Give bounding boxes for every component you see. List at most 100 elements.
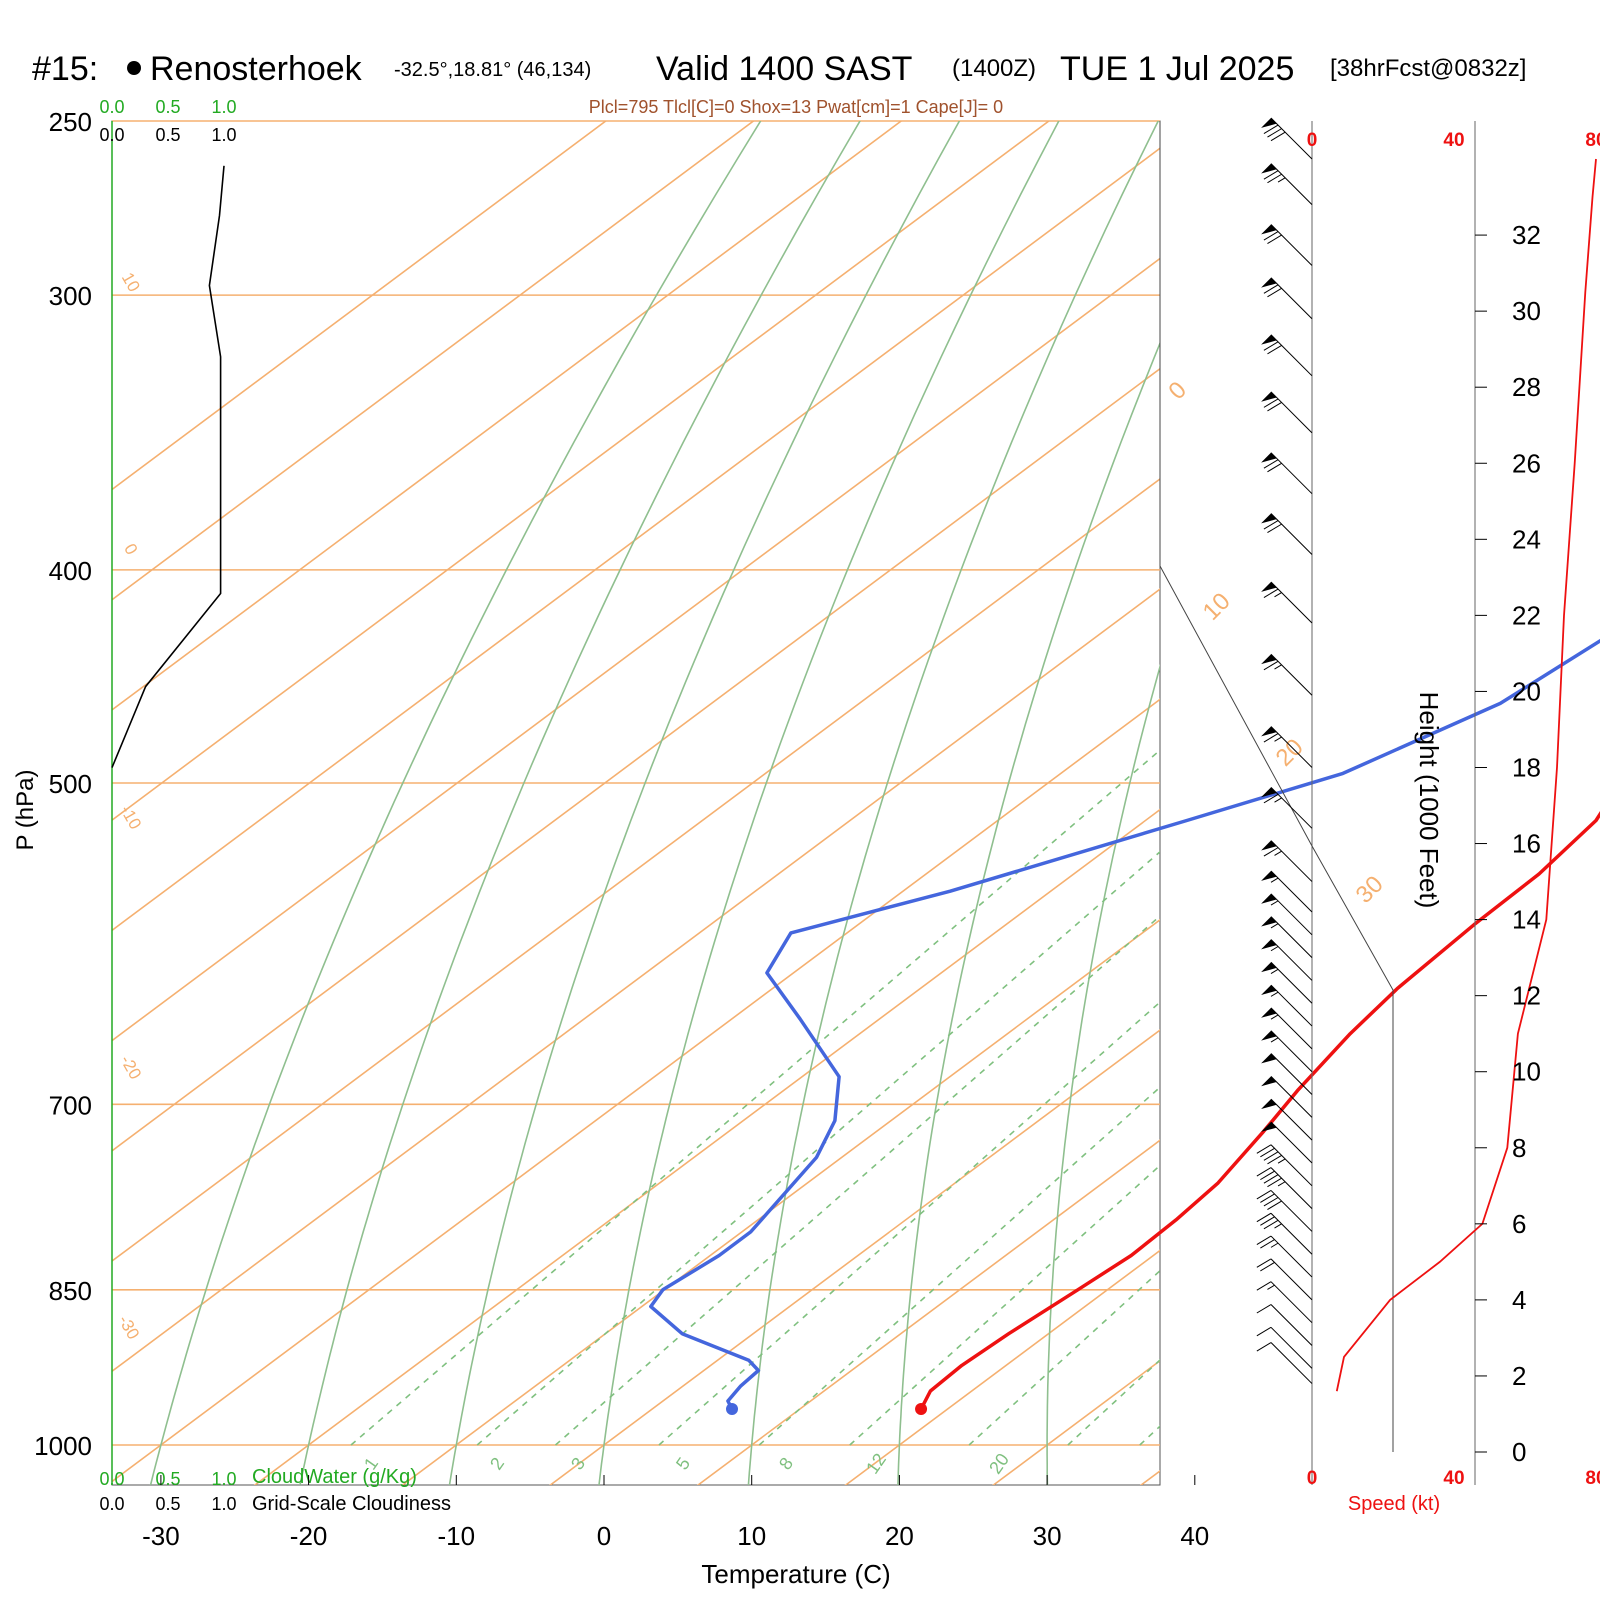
barb-staff [1270, 581, 1313, 624]
barb-half [1270, 991, 1279, 997]
wind-speed-series [1335, 158, 1597, 1392]
barb-half [1274, 797, 1282, 803]
barb-staff [1270, 1144, 1313, 1187]
barb-full [1267, 523, 1282, 534]
x-tick-label: 0 [597, 1521, 611, 1551]
isotherm-label: 20 [1271, 734, 1309, 772]
cloudwater-top-tick-0: 0.0 [99, 97, 124, 117]
wind-barb [1261, 1098, 1313, 1141]
barb-full [1256, 1281, 1272, 1291]
barb-half [1270, 1014, 1279, 1020]
barb-flag [1261, 452, 1277, 463]
pressure-tick-label: 1000 [34, 1431, 92, 1461]
barb-staff [1270, 1235, 1313, 1278]
barb-full [1263, 124, 1279, 135]
wind-barb [1261, 513, 1313, 555]
isotherm-label: -30 [114, 1312, 143, 1343]
barb-staff [1270, 870, 1313, 913]
isotherm-labels: 10 0 -10 -20 -30 0 10 20 30 [114, 269, 1388, 1342]
y-axis-label: P (hPa) [12, 770, 39, 851]
speed-tick-label-bottom: 40 [1443, 1468, 1464, 1489]
wind-barb [1256, 1342, 1313, 1384]
barb-staff [1270, 1007, 1313, 1050]
height-tick-label: 20 [1512, 676, 1541, 706]
barb-half [1270, 946, 1279, 952]
x-tick-label: -20 [290, 1521, 328, 1551]
wind-barb [1261, 1075, 1313, 1118]
isotherm-line [112, 698, 1160, 1483]
dry-adiabat-line [747, 121, 1160, 1485]
barb-full [1267, 462, 1282, 473]
cloudwater-top-tick-1: 0.5 [155, 97, 180, 117]
barb-flag [1261, 581, 1277, 592]
barb-full [1256, 1212, 1272, 1223]
speed-line [1335, 158, 1597, 1392]
height-tick-label: 12 [1512, 981, 1541, 1011]
height-tick-label: 4 [1512, 1285, 1526, 1315]
barb-half [1277, 177, 1286, 183]
wind-barb [1256, 1167, 1313, 1209]
barb-full [1263, 793, 1279, 804]
barb-staff [1270, 163, 1313, 206]
height-tick-label: 26 [1512, 448, 1541, 478]
mixing-ratio-line [1221, 570, 1600, 1445]
barb-full [1267, 173, 1282, 184]
barb-staff [1270, 1121, 1313, 1164]
mixing-ratio-label: 2 [486, 1454, 508, 1474]
barb-staff [1270, 1258, 1313, 1301]
mixing-ratio-line [554, 914, 1160, 1446]
barb-half [1267, 1284, 1275, 1290]
barb-flag [1261, 893, 1277, 904]
wind-barb [1256, 1212, 1313, 1255]
temperature-series [915, 810, 1600, 1415]
sounding-indices: Plcl=795 Tlcl[C]=0 Shox=13 Pwat[cm]=1 Ca… [589, 97, 1003, 117]
dry-adiabat-line [448, 121, 961, 1485]
barb-staff [1270, 277, 1313, 320]
barb-flag [1261, 1076, 1277, 1087]
height-tick-label: 32 [1512, 220, 1541, 250]
isotherm-line [112, 121, 608, 491]
barb-staff [1270, 916, 1313, 958]
barb-full [1263, 1174, 1279, 1184]
wind-barb [1261, 581, 1313, 624]
barb-full [1263, 170, 1279, 180]
barb-half [1277, 1158, 1286, 1164]
isotherm-label: -20 [116, 1052, 145, 1083]
mixing-ratio-labels: 1 2 3 5 8 12 20 [360, 1450, 1013, 1478]
barb-flag [1261, 985, 1277, 995]
barb-full [1263, 1219, 1279, 1230]
wind-barb [1261, 452, 1313, 495]
barb-flag [1261, 1099, 1277, 1110]
barb-full [1260, 1193, 1275, 1203]
barb-full [1256, 1167, 1272, 1177]
barb-full [1270, 131, 1286, 142]
mixing-ratio-line [476, 850, 1160, 1446]
height-tick-label: 0 [1512, 1437, 1526, 1467]
wind-barb [1261, 961, 1313, 1004]
dewpoint-series [649, 638, 1600, 1415]
barb-full [1263, 398, 1279, 408]
barb-full [1263, 459, 1279, 469]
height-tick-label: 6 [1512, 1209, 1526, 1239]
barb-flag [1261, 391, 1277, 402]
wind-barb [1261, 117, 1313, 160]
cloudiness-top-tick-1: 0.5 [155, 125, 180, 145]
cloudwater-bottom-tick-0: 0.0 [99, 1469, 124, 1489]
barb-flag [1261, 1007, 1277, 1018]
barb-flag [1261, 1030, 1277, 1041]
isotherm-line [253, 808, 1160, 1485]
barb-full [1267, 128, 1282, 138]
isotherm-line [112, 121, 755, 601]
barb-flag [1261, 870, 1277, 881]
mixing-ratio-label: 12 [862, 1450, 890, 1478]
barb-full [1256, 1304, 1272, 1314]
isotherm-line [401, 918, 1160, 1485]
pressure-axis-ticks: 250 300 400 500 700 850 1000 [34, 107, 92, 1461]
barb-full [1256, 1235, 1272, 1245]
barb-staff [1270, 391, 1313, 434]
height-tick-label: 10 [1512, 1057, 1541, 1087]
barb-full [1263, 231, 1279, 241]
pressure-tick-label: 700 [49, 1090, 92, 1120]
panel-boundary [1159, 565, 1394, 1452]
